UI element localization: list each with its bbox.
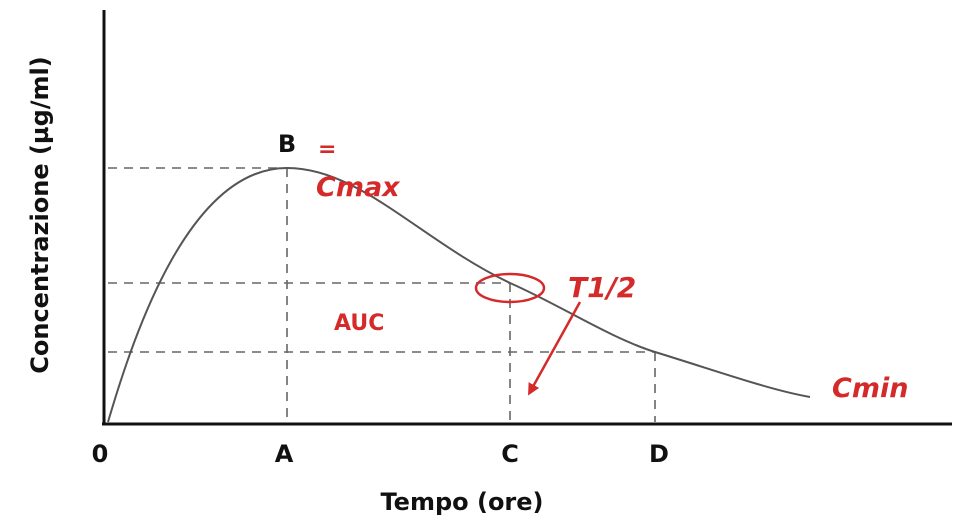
cmax-equals-sign: = [318, 137, 336, 162]
y-axis-label: Concentrazione (µg/ml) [26, 56, 54, 373]
cmin-label: Cmin [832, 373, 908, 404]
half-life-label: T1/2 [568, 271, 636, 304]
origin-label: 0 [92, 440, 109, 468]
auc-label: AUC [334, 311, 384, 336]
concentration-curve [107, 166, 811, 423]
point-a-label: A [275, 440, 294, 468]
point-b-label: B [278, 130, 296, 158]
half-life-arrow [528, 301, 582, 396]
half-life-marker-ellipse [474, 272, 546, 304]
point-d-label: D [649, 440, 669, 468]
point-c-label: C [501, 440, 519, 468]
cmax-label: Cmax [316, 172, 401, 203]
x-axis-label: Tempo (ore) [380, 488, 543, 516]
guide-lines [108, 167, 656, 422]
